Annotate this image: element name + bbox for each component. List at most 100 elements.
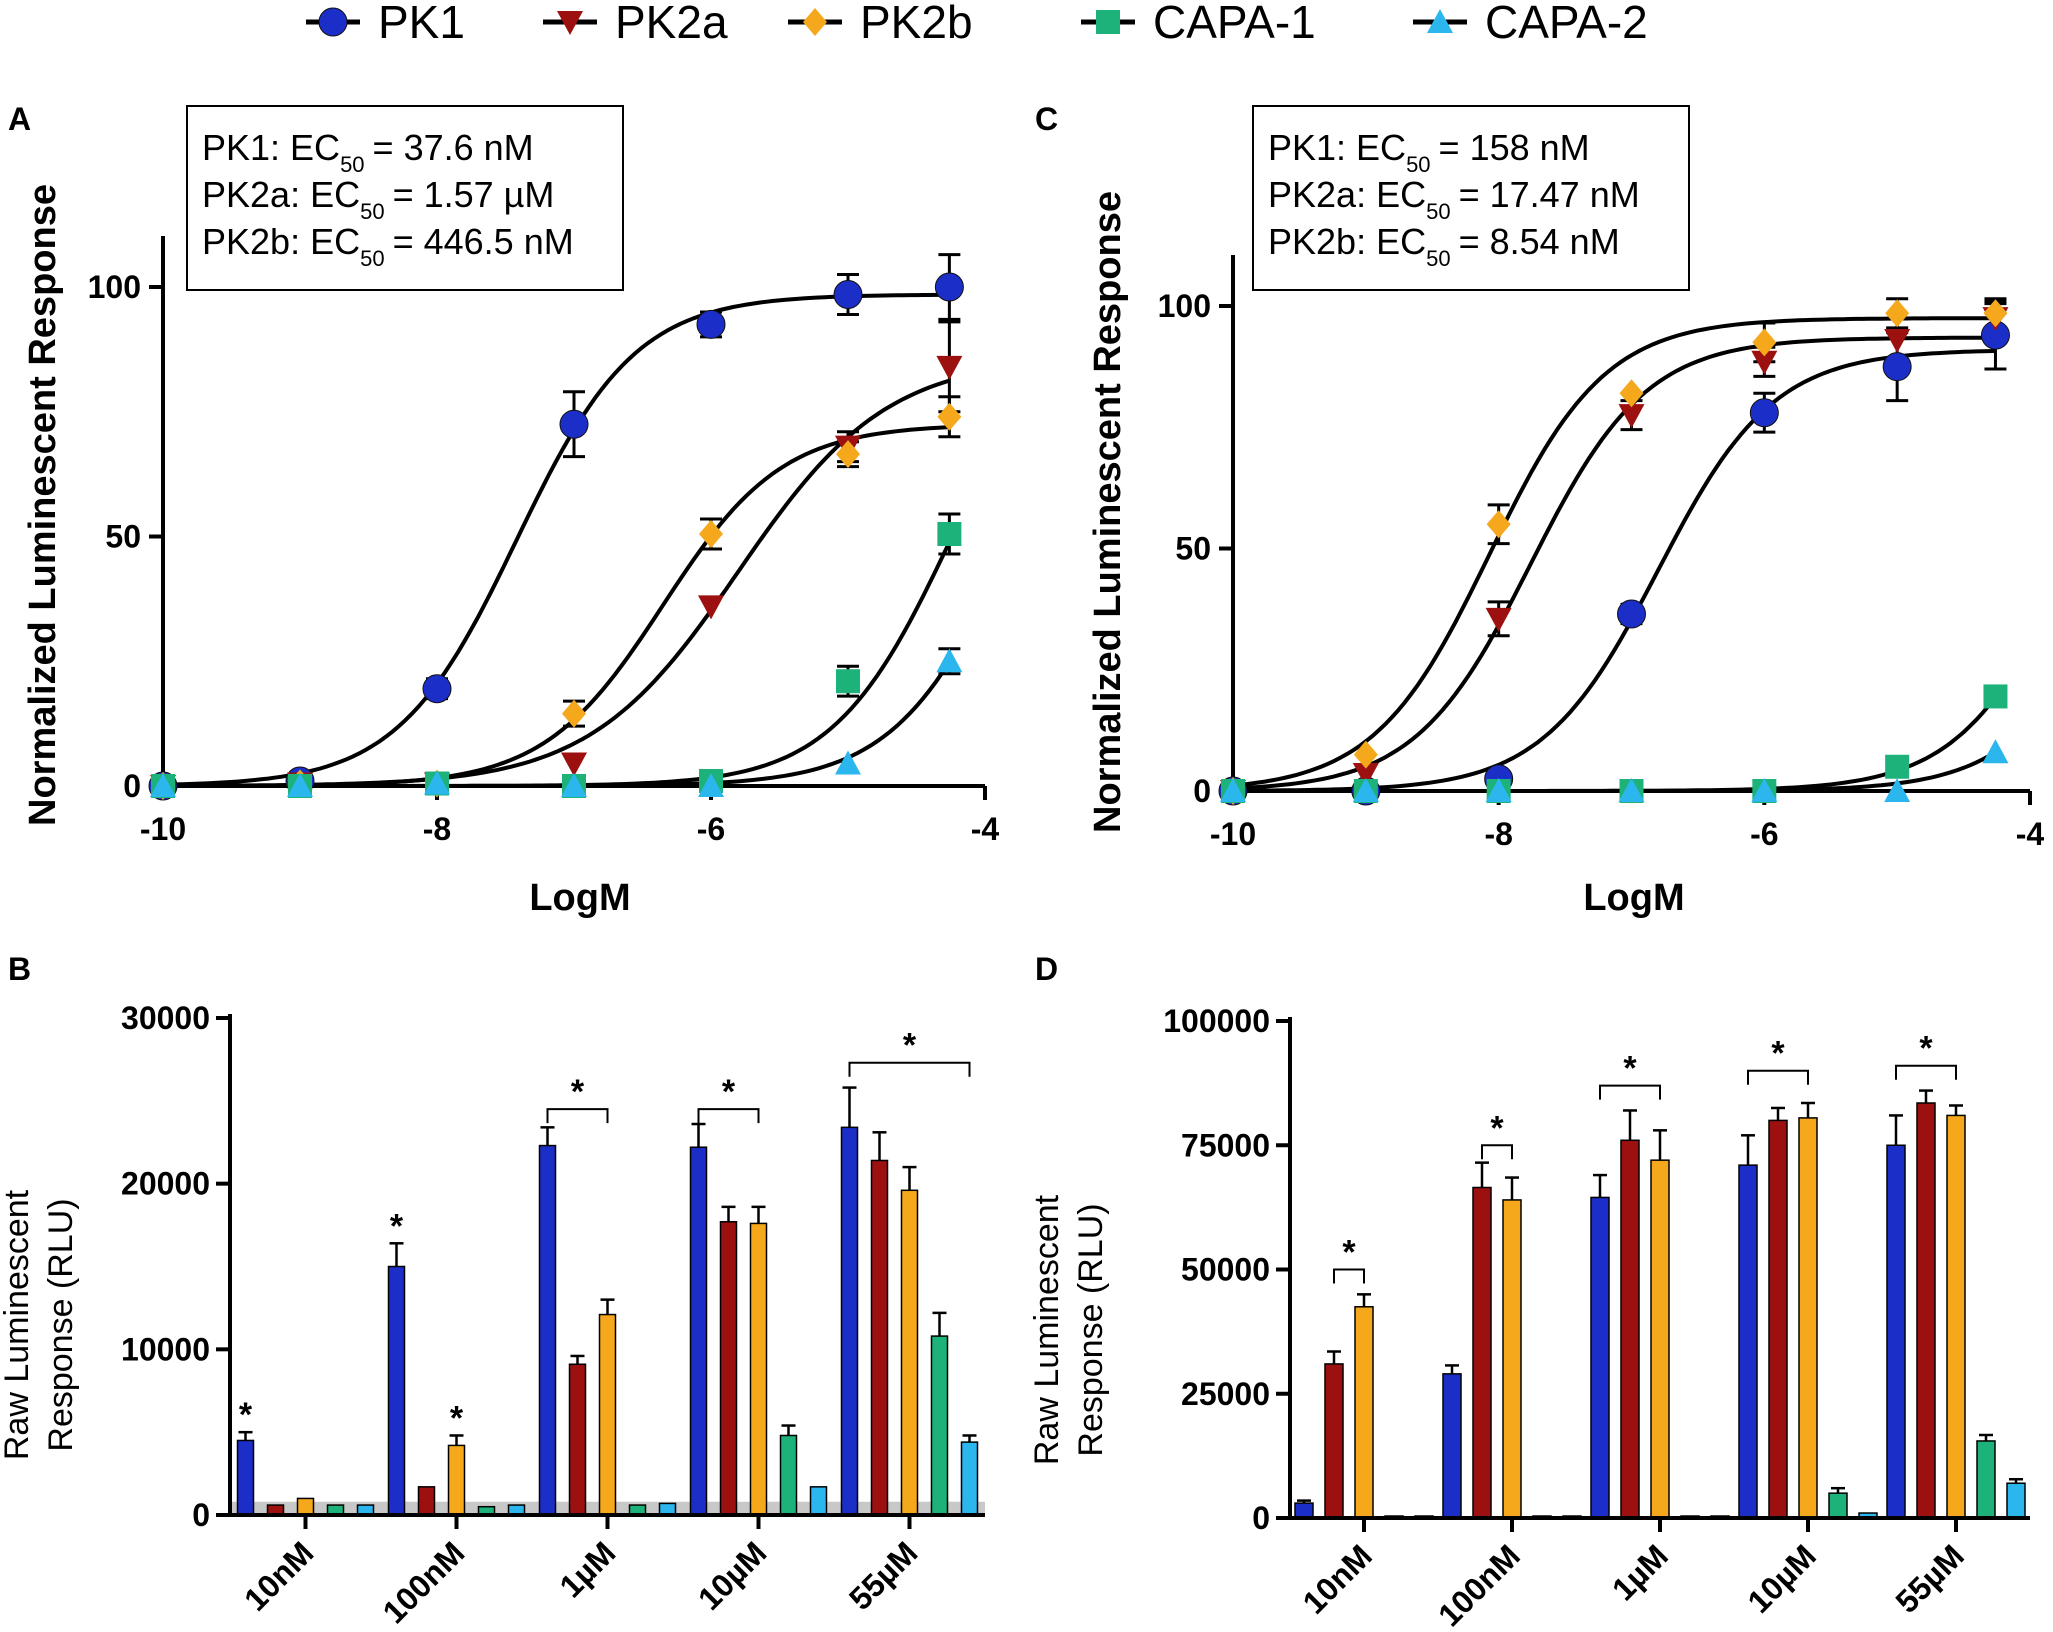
ec50-line-pk1: PK1: EC50 = 158 nM — [1268, 127, 1590, 177]
bar-pk2b — [1354, 1306, 1374, 1519]
data-point-pk1 — [422, 674, 452, 704]
bar-capa-2 — [809, 1486, 828, 1516]
fit-curve-pk1 — [1233, 348, 1996, 793]
data-point-pk1 — [696, 309, 726, 339]
y-tick-label: 100 — [1158, 288, 1211, 324]
legend-label-pk1: PK1 — [378, 0, 465, 48]
data-point-pk2b — [836, 440, 860, 469]
bar-pk1 — [387, 1265, 406, 1516]
data-point-capa-2 — [424, 770, 450, 795]
panel-b-raw-response: B 0 10000 20000 30000 10nM 100nM 1µM 10µM 55µM * *… — [0, 951, 985, 1630]
data-point-pk2b — [1486, 510, 1511, 539]
panel-d-plot: 0 25000 50000 75000 100000 10nM 100nM 1µM 10µM 55… — [1163, 1003, 2030, 1632]
legend-label-capa-2: CAPA-2 — [1485, 0, 1648, 48]
y-tick-label: 20000 — [121, 1166, 210, 1202]
bar-pk2a — [1620, 1139, 1640, 1519]
significance-star: * — [903, 1027, 917, 1065]
legend: PK1 PK2a PK2b CAPA-1 CAPA-2 — [306, 0, 1648, 48]
ec50-line-pk2b: PK2b: EC50 = 446.5 nM — [202, 221, 574, 271]
bar-pk1 — [1442, 1373, 1462, 1519]
legend-item-capa-2: CAPA-2 — [1413, 0, 1648, 48]
bar-pk2b — [749, 1222, 768, 1516]
bar-pk2a — [1916, 1102, 1936, 1519]
y-tick-label: 50 — [1175, 531, 1211, 567]
data-point-pk2b — [1752, 328, 1777, 357]
y-tick-label: 30000 — [121, 1000, 210, 1036]
panel-c-dose-response: C 0 50 100 -10 -8 -6 -4 LogM Normalized Lumine… — [1035, 101, 2044, 919]
significance-bracket — [848, 1061, 971, 1077]
data-point-capa-2 — [150, 773, 176, 797]
data-point-pk2b — [562, 699, 586, 728]
fit-curve-capa-2 — [163, 660, 952, 788]
data-point-capa-2 — [1220, 778, 1246, 802]
significance-bracket — [1599, 1084, 1661, 1100]
bar-pk2a — [568, 1363, 587, 1516]
bar-pk2b — [900, 1189, 919, 1516]
panel-b-y-axis-title-line2: Response (RLU) — [42, 1198, 80, 1451]
category-label: 1µM — [1605, 1537, 1675, 1607]
data-point-pk2a — [1485, 607, 1512, 632]
x-tick-label: -10 — [140, 811, 186, 847]
data-point-capa-2 — [1751, 778, 1778, 802]
ec50-line-pk2b: PK2b: EC50 = 8.54 nM — [1268, 221, 1620, 271]
bar-pk2a — [1472, 1186, 1492, 1519]
y-tick-label: 0 — [1193, 773, 1211, 809]
panel-d-raw-response: D 0 25000 50000 75000 100000 10nM 100nM 1µM 10µM… — [1028, 951, 2030, 1632]
significance-star: * — [1490, 1109, 1504, 1147]
bar-pk2b — [598, 1313, 617, 1516]
data-point-capa-2 — [698, 773, 724, 797]
data-point-pk1 — [833, 279, 863, 309]
data-point-pk2a — [1884, 328, 1911, 353]
bar-pk2b — [447, 1444, 466, 1516]
panel-c-y-axis-title: Normalized Luminescent Response — [1087, 191, 1129, 833]
data-point-capa-1 — [1885, 754, 1910, 779]
significance-bracket — [1895, 1064, 1957, 1080]
bar-pk1 — [1886, 1144, 1906, 1519]
x-tick-label: -6 — [697, 811, 725, 847]
y-tick-label: 50 — [105, 519, 141, 555]
category-label: 10nM — [1296, 1537, 1379, 1620]
panel-b-plot: 0 10000 20000 30000 10nM 100nM 1µM 10µM 55µM * * * *… — [121, 1000, 985, 1630]
panel-a-x-axis-title: LogM — [529, 877, 630, 919]
fit-curve-pk2a — [1232, 335, 1996, 791]
bar-pk1 — [840, 1126, 859, 1516]
data-point-capa-1 — [1983, 684, 2008, 709]
bar-capa-1 — [930, 1335, 949, 1516]
significance-star: * — [1771, 1035, 1785, 1073]
data-point-capa-2 — [1618, 778, 1645, 802]
panel-d-y-axis-title-line1: Raw Luminescent — [1028, 1194, 1066, 1465]
bar-pk2b — [1650, 1159, 1670, 1519]
legend-marker-pk2b — [803, 8, 827, 36]
category-label: 55µM — [1888, 1537, 1971, 1620]
data-point-pk1 — [1882, 352, 1912, 382]
x-tick-label: -8 — [1484, 816, 1512, 852]
y-tick-label: 0 — [123, 768, 141, 804]
panel-c-ec50-box: PK1: EC50 = 158 nM PK2a: EC50 = 17.47 nM P… — [1252, 105, 1690, 291]
significance-star: * — [571, 1073, 585, 1111]
significance-star: * — [450, 1399, 464, 1437]
data-point-capa-2 — [1884, 778, 1911, 802]
significance-bracket — [1333, 1268, 1365, 1284]
data-point-capa-2 — [835, 750, 861, 775]
x-tick-label: -4 — [2016, 816, 2045, 852]
y-tick-label: 10000 — [121, 1331, 210, 1367]
significance-star: * — [1342, 1234, 1356, 1272]
panel-label-c: C — [1035, 101, 1058, 137]
data-point-pk1 — [934, 272, 964, 302]
legend-marker-capa-1 — [1096, 10, 1120, 34]
data-point-pk2a — [936, 355, 963, 380]
significance-bracket — [1481, 1144, 1513, 1160]
y-tick-label: 100000 — [1163, 1003, 1270, 1039]
bar-pk1 — [1738, 1164, 1758, 1519]
y-tick-label: 75000 — [1181, 1127, 1270, 1163]
bar-pk1 — [689, 1146, 708, 1516]
y-tick-label: 25000 — [1181, 1376, 1270, 1412]
category-label: 10µM — [1740, 1537, 1823, 1620]
panel-a-ec50-box: PK1: EC50 = 37.6 nM PK2a: EC50 = 1.57 µM P… — [186, 105, 624, 291]
legend-item-pk2a: PK2a — [543, 0, 728, 48]
data-point-pk1 — [1749, 398, 1779, 428]
bar-capa-2 — [960, 1441, 979, 1516]
data-point-pk2b — [1885, 299, 1910, 328]
ec50-line-pk2a: PK2a: EC50 = 17.47 nM — [1268, 174, 1640, 224]
significance-star: * — [1623, 1050, 1637, 1088]
